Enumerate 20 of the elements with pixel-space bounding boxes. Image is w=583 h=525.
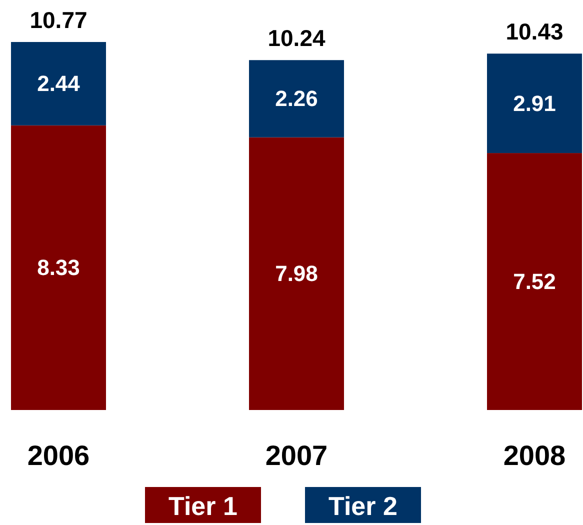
total-label: 10.77 <box>30 7 88 33</box>
bar <box>11 125 106 410</box>
bar <box>487 54 582 154</box>
data-label: 2.44 <box>37 71 81 96</box>
data-label: 7.98 <box>275 261 318 286</box>
text: Tier 1 <box>168 491 238 521</box>
data-label: 8.33 <box>37 255 80 280</box>
data-label: 7.52 <box>513 269 556 294</box>
bar <box>249 60 344 138</box>
text: Tier 2 <box>328 491 398 521</box>
data-label: 2.91 <box>513 90 556 116</box>
total-label: 10.24 <box>268 25 326 52</box>
data-label: 2.26 <box>275 86 318 112</box>
total-label: 10.43 <box>506 18 564 45</box>
x-tick-label: 2006 <box>27 440 90 471</box>
x-tick-label: 2008 <box>503 440 566 471</box>
bar <box>11 42 106 126</box>
bar <box>249 137 344 410</box>
bar <box>487 153 582 410</box>
x-tick-label: 2007 <box>265 440 328 471</box>
